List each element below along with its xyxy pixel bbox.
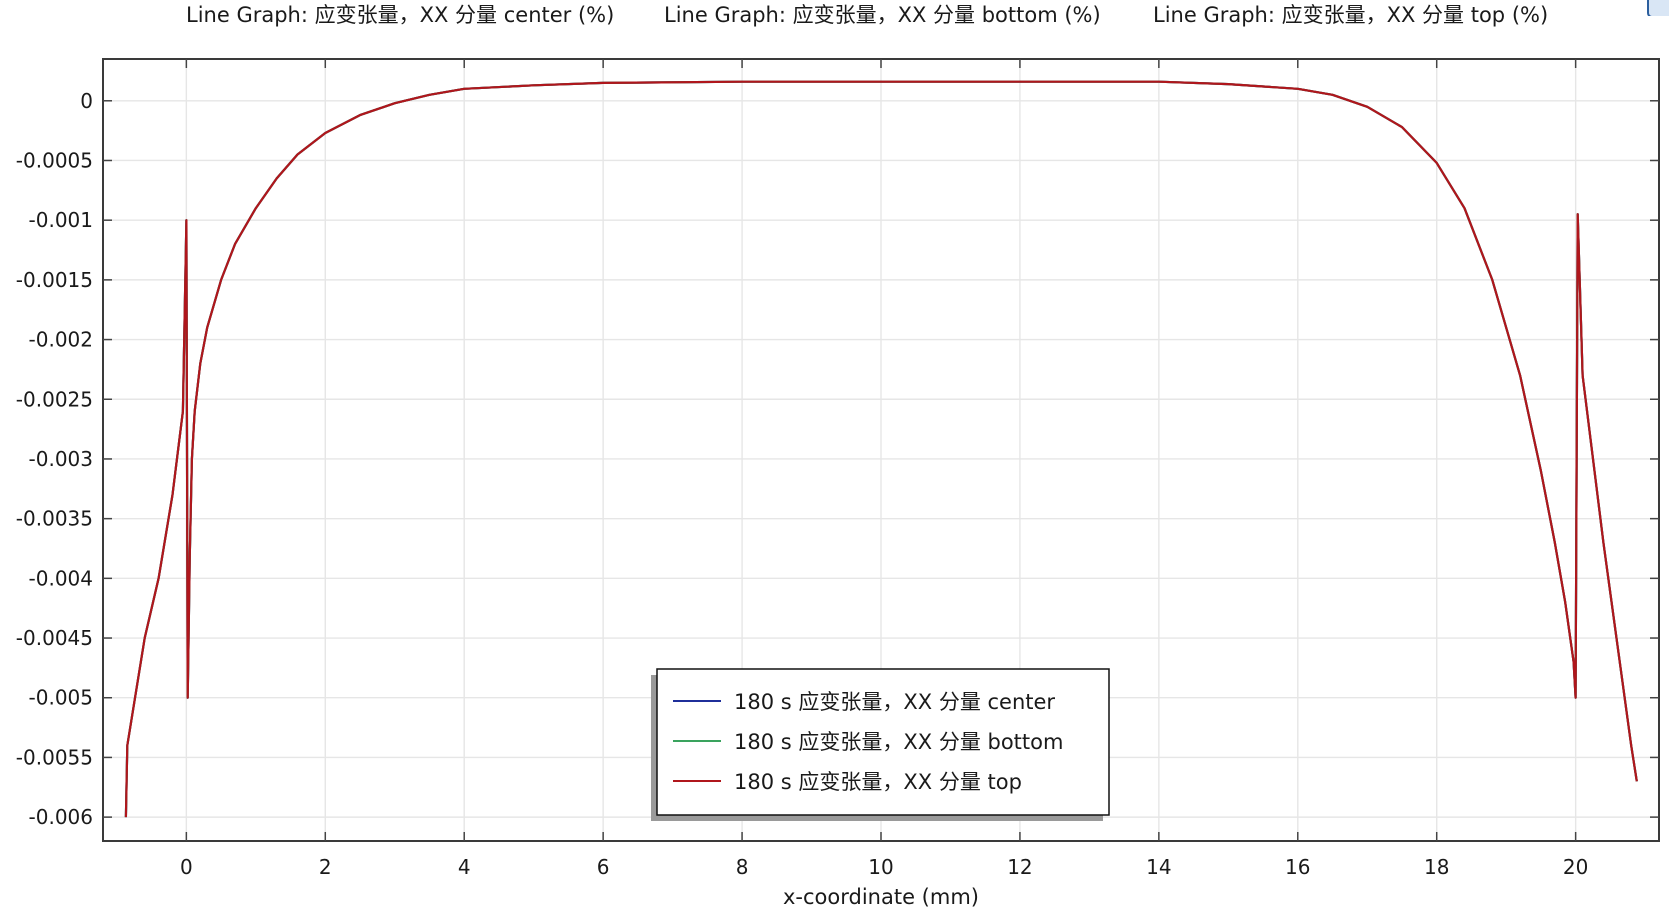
x-tick-label: 10 (868, 855, 893, 879)
y-tick-label: -0.006 (29, 805, 93, 829)
series-lines (124, 80, 1638, 818)
x-tick-label: 2 (319, 855, 332, 879)
legend: 180 s 应变张量，XX 分量 center 180 s 应变张量，XX 分量 … (651, 668, 1110, 821)
y-tick-label: 0 (80, 89, 93, 113)
x-tick-label: 18 (1424, 855, 1449, 879)
x-tick-label: 6 (597, 855, 610, 879)
y-tick-label: -0.003 (29, 447, 93, 471)
legend-label-1: 180 s 应变张量，XX 分量 bottom (734, 730, 1063, 754)
series-line-2 (124, 80, 1638, 818)
x-tick-label: 8 (736, 855, 749, 879)
legend-label-2: 180 s 应变张量，XX 分量 top (734, 770, 1022, 794)
y-tick-label: -0.0025 (16, 387, 93, 411)
y-tick-label: -0.0055 (16, 745, 93, 769)
x-tick-label: 4 (458, 855, 471, 879)
y-tick-label: -0.0005 (16, 148, 93, 172)
x-tick-labels: 0 2 4 6 8 10 12 14 16 18 20 (180, 855, 1588, 879)
grid-lines (103, 59, 1659, 841)
window-corner-icon[interactable] (1643, 0, 1669, 16)
y-tick-labels: 0 -0.0005 -0.001 -0.0015 -0.002 -0.0025 -0.003… (16, 89, 93, 829)
axis-ticks (103, 59, 1659, 841)
plot-titles: Line Graph: 应变张量，XX 分量 center (%) Line G… (186, 3, 1548, 27)
x-axis-label: x-coordinate (mm) (783, 885, 979, 909)
y-tick-label: -0.002 (29, 328, 93, 352)
y-tick-label: -0.005 (29, 686, 93, 710)
y-tick-label: -0.001 (29, 208, 93, 232)
plot-title-center: Line Graph: 应变张量，XX 分量 center (%) (186, 3, 614, 27)
x-tick-label: 12 (1007, 855, 1032, 879)
legend-label-0: 180 s 应变张量，XX 分量 center (734, 690, 1055, 714)
x-tick-label: 20 (1563, 855, 1588, 879)
x-tick-label: 16 (1285, 855, 1310, 879)
y-tick-label: -0.004 (29, 566, 93, 590)
legend-box (656, 668, 1110, 816)
plot-title-bottom: Line Graph: 应变张量，XX 分量 bottom (%) (664, 3, 1101, 27)
plot-title-top: Line Graph: 应变张量，XX 分量 top (%) (1153, 3, 1548, 27)
x-tick-label: 0 (180, 855, 193, 879)
y-tick-label: -0.0045 (16, 626, 93, 650)
x-tick-label: 14 (1146, 855, 1171, 879)
y-tick-label: -0.0015 (16, 268, 93, 292)
y-tick-label: -0.0035 (16, 507, 93, 531)
